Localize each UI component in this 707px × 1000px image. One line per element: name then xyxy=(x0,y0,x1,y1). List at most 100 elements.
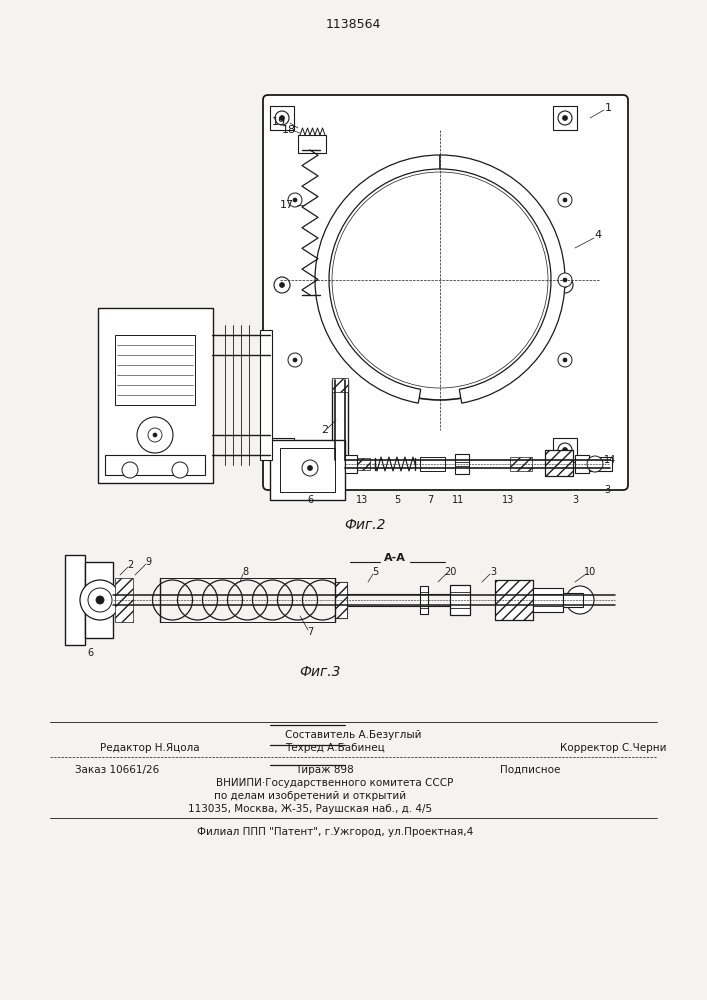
Bar xyxy=(553,438,577,462)
Text: 14: 14 xyxy=(604,455,616,465)
Circle shape xyxy=(558,193,572,207)
Text: 17: 17 xyxy=(280,200,294,210)
Bar xyxy=(270,106,294,130)
Bar xyxy=(115,335,195,405)
Text: 5: 5 xyxy=(394,495,400,505)
Text: 4: 4 xyxy=(595,230,602,240)
Circle shape xyxy=(563,115,568,120)
Text: 6: 6 xyxy=(307,495,313,505)
Bar xyxy=(455,454,469,474)
Bar xyxy=(545,450,573,476)
Text: 19: 19 xyxy=(272,117,286,127)
Circle shape xyxy=(558,273,572,287)
Bar xyxy=(335,582,347,618)
Circle shape xyxy=(332,172,548,388)
Circle shape xyxy=(275,111,289,125)
Circle shape xyxy=(558,443,572,457)
Circle shape xyxy=(293,358,297,362)
Bar xyxy=(553,106,577,130)
Circle shape xyxy=(279,282,284,288)
Text: 3: 3 xyxy=(490,567,496,577)
Circle shape xyxy=(274,277,290,293)
Text: 9: 9 xyxy=(145,557,151,567)
Text: Техред А.Бабинец: Техред А.Бабинец xyxy=(285,743,385,753)
Bar xyxy=(495,580,533,620)
Text: 7: 7 xyxy=(427,495,433,505)
Bar xyxy=(298,135,326,153)
Circle shape xyxy=(563,278,567,282)
Circle shape xyxy=(558,111,572,125)
Text: 1: 1 xyxy=(604,103,612,113)
Bar xyxy=(348,458,370,470)
Bar xyxy=(533,588,563,612)
Text: 7: 7 xyxy=(307,627,313,637)
Bar xyxy=(450,585,470,615)
Bar xyxy=(563,593,583,607)
Circle shape xyxy=(302,460,318,476)
Text: Филиал ППП "Патент", г.Ужгород, ул.Проектная,4: Филиал ППП "Патент", г.Ужгород, ул.Проек… xyxy=(197,827,473,837)
Circle shape xyxy=(587,456,603,472)
Bar xyxy=(495,580,533,620)
Text: по делам изобретений и открытий: по делам изобретений и открытий xyxy=(214,791,406,801)
Text: Корректор С.Черни: Корректор С.Черни xyxy=(560,743,667,753)
Circle shape xyxy=(558,353,572,367)
Bar xyxy=(115,578,133,622)
Bar xyxy=(345,455,357,473)
Text: 5: 5 xyxy=(372,567,378,577)
Bar xyxy=(420,457,445,471)
Bar xyxy=(575,455,589,473)
Text: Редактор Н.Яцола: Редактор Н.Яцола xyxy=(100,743,199,753)
Bar xyxy=(545,450,573,476)
Bar xyxy=(270,440,345,500)
Bar xyxy=(335,582,347,618)
Text: Фиг.3: Фиг.3 xyxy=(299,665,341,679)
Bar xyxy=(98,308,213,483)
Text: 8: 8 xyxy=(242,567,248,577)
Circle shape xyxy=(320,160,560,400)
Circle shape xyxy=(279,115,284,120)
Bar xyxy=(510,457,532,471)
Circle shape xyxy=(557,277,573,293)
Circle shape xyxy=(148,428,162,442)
Text: Заказ 10661/26: Заказ 10661/26 xyxy=(75,765,159,775)
Circle shape xyxy=(172,462,188,478)
Bar xyxy=(65,555,85,645)
Text: 113035, Москва, Ж-35, Раушская наб., д. 4/5: 113035, Москва, Ж-35, Раушская наб., д. … xyxy=(188,804,432,814)
Text: 13: 13 xyxy=(502,495,514,505)
Circle shape xyxy=(80,580,120,620)
Bar xyxy=(270,438,294,462)
Text: Тираж 898: Тираж 898 xyxy=(295,765,354,775)
Text: А-А: А-А xyxy=(384,553,406,563)
Circle shape xyxy=(566,586,594,614)
Bar xyxy=(420,586,428,614)
Text: 3: 3 xyxy=(604,485,610,495)
Circle shape xyxy=(293,198,297,202)
Text: 10: 10 xyxy=(584,567,596,577)
Wedge shape xyxy=(315,155,440,403)
Circle shape xyxy=(288,193,302,207)
Circle shape xyxy=(279,448,284,452)
Text: 2: 2 xyxy=(322,425,329,435)
Text: 20: 20 xyxy=(444,567,456,577)
Bar xyxy=(590,457,612,471)
Circle shape xyxy=(563,358,567,362)
Text: 1138564: 1138564 xyxy=(325,18,380,31)
Bar xyxy=(332,380,348,460)
Text: Фиг.2: Фиг.2 xyxy=(344,518,386,532)
Circle shape xyxy=(563,198,567,202)
Circle shape xyxy=(563,448,568,452)
FancyBboxPatch shape xyxy=(263,95,628,490)
Text: 3: 3 xyxy=(572,495,578,505)
Circle shape xyxy=(96,596,104,604)
Bar xyxy=(280,448,335,492)
Circle shape xyxy=(275,443,289,457)
Circle shape xyxy=(563,282,568,288)
Circle shape xyxy=(122,462,138,478)
Bar xyxy=(85,562,113,638)
Circle shape xyxy=(153,433,157,437)
Text: Составитель А.Безуглый: Составитель А.Безуглый xyxy=(285,730,421,740)
Text: ВНИИПИ·Государственного комитета СССР: ВНИИПИ·Государственного комитета СССР xyxy=(216,778,454,788)
Circle shape xyxy=(88,588,112,612)
Circle shape xyxy=(137,417,173,453)
Bar xyxy=(105,455,205,475)
